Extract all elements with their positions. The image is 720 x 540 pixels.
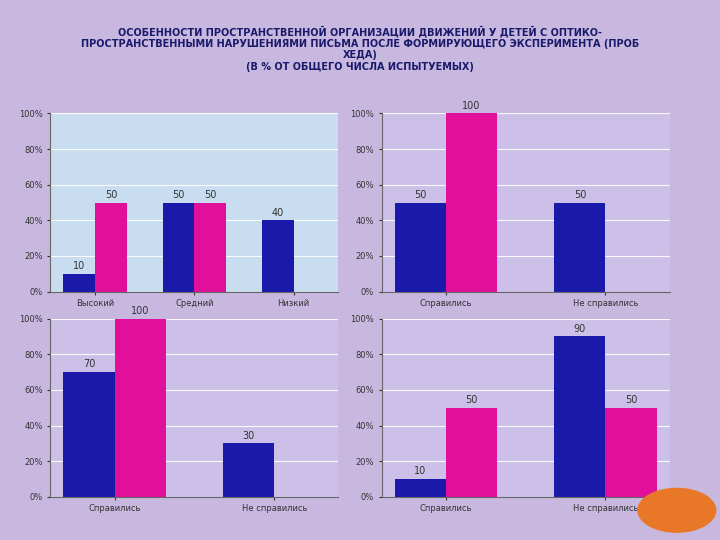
Text: 50: 50 xyxy=(204,190,217,200)
Text: 100: 100 xyxy=(462,101,480,111)
Bar xyxy=(606,408,657,497)
Bar xyxy=(554,336,606,497)
Text: 10: 10 xyxy=(73,261,86,271)
Text: ОСОБЕННОСТИ ПРОСТРАНСТВЕННОЙ ОРГАНИЗАЦИИ ДВИЖЕНИЙ У ДЕТЕЙ С ОПТИКО-
ПРОСТРАНСТВЕ: ОСОБЕННОСТИ ПРОСТРАНСТВЕННОЙ ОРГАНИЗАЦИИ… xyxy=(81,25,639,72)
Bar xyxy=(554,202,606,292)
Text: 50: 50 xyxy=(625,395,637,405)
Text: 50: 50 xyxy=(172,190,185,200)
Text: 50: 50 xyxy=(105,190,117,200)
Legend: до формирующего эксперимента, после формирующего эксперимента: до формирующего эксперимента, после форм… xyxy=(385,335,547,355)
Text: 50: 50 xyxy=(465,395,477,405)
Legend: до формирующего эксперимента, после формирующего эксперимента: до формирующего эксперимента, после форм… xyxy=(54,335,216,355)
Text: 90: 90 xyxy=(574,324,586,334)
Text: 70: 70 xyxy=(83,360,95,369)
Bar xyxy=(223,443,274,497)
Bar xyxy=(446,113,497,292)
Text: 40: 40 xyxy=(271,208,284,218)
Text: 30: 30 xyxy=(243,431,255,441)
Bar xyxy=(395,202,446,292)
Circle shape xyxy=(638,488,716,532)
Bar xyxy=(63,274,95,292)
Bar xyxy=(262,220,294,292)
Bar xyxy=(63,372,114,497)
Bar xyxy=(395,479,446,497)
Text: 100: 100 xyxy=(131,306,149,316)
Bar xyxy=(95,202,127,292)
Text: 50: 50 xyxy=(574,190,586,200)
Bar xyxy=(114,319,166,497)
Text: 50: 50 xyxy=(414,190,426,200)
Bar xyxy=(194,202,226,292)
Text: 10: 10 xyxy=(414,467,426,476)
Bar xyxy=(446,408,497,497)
Bar xyxy=(163,202,194,292)
